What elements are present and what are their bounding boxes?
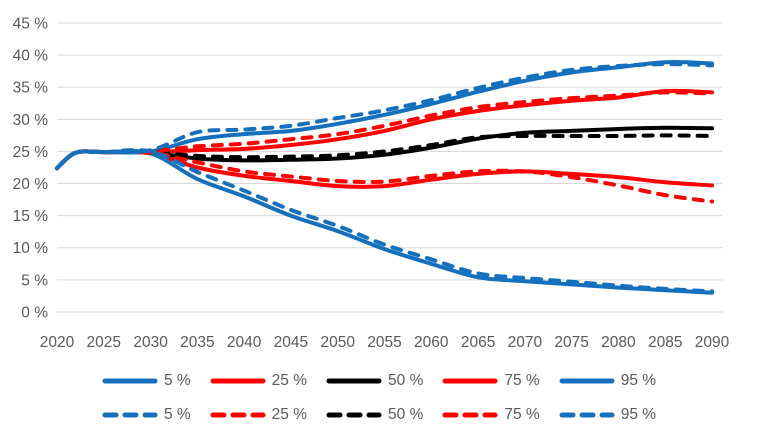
y-axis-label: 25 % — [13, 144, 49, 161]
x-axis-label: 2080 — [601, 334, 636, 351]
legend-label: 5 % — [163, 372, 191, 389]
legend-item-solid-5%: 5 % — [101, 372, 191, 390]
legend-item-dashed-25%: 25 % — [209, 406, 307, 424]
y-axis-label: 10 % — [13, 240, 49, 257]
x-axis-label: 2030 — [133, 334, 168, 351]
y-axis-label: 40 % — [13, 48, 49, 65]
legend-item-dashed-5%: 5 % — [101, 406, 191, 424]
x-axis-label: 2065 — [461, 334, 495, 351]
x-axis-label: 2070 — [508, 334, 543, 351]
y-axis-label: 30 % — [13, 112, 49, 129]
x-axis-label: 2050 — [320, 334, 355, 351]
series-line-solid-50% — [55, 125, 714, 171]
chart-plot-area: 45 % 40 % 35 % 30 % 25 % 20 % 15 % 10 % 5 % 0 % 20… — [13, 15, 730, 351]
legend-label: 50 % — [388, 372, 424, 389]
x-axis-label: 2035 — [180, 334, 214, 351]
legend-label: 95 % — [620, 372, 657, 389]
x-axis-label: 2045 — [274, 334, 308, 351]
dashed-line-marker-icon — [102, 412, 158, 418]
legend-label: 5 % — [163, 406, 191, 423]
x-axis-label: 2075 — [554, 334, 588, 351]
legend-label: 95 % — [620, 406, 657, 423]
y-axis-label: 45 % — [13, 15, 49, 32]
legend-item-solid-25%: 25 % — [209, 372, 307, 390]
y-axis-label: 20 % — [13, 176, 49, 193]
x-axis-label: 2040 — [227, 334, 262, 351]
legend-item-dashed-50%: 50 % — [325, 406, 423, 424]
legend-row-solid: 5 % 25 % 50 % 75 % 95 % — [101, 368, 656, 394]
x-axis-label: 2020 — [40, 334, 75, 351]
solid-line-marker-icon — [102, 378, 158, 384]
legend-item-solid-50%: 50 % — [325, 372, 423, 390]
y-axis-label: 5 % — [21, 272, 48, 289]
legend-label: 75 % — [504, 406, 540, 423]
x-axis-label: 2085 — [648, 334, 682, 351]
dashed-line-marker-icon — [326, 412, 382, 418]
solid-line-marker-icon — [442, 378, 498, 384]
dashed-line-marker-icon — [559, 412, 615, 418]
legend-label: 25 % — [271, 372, 308, 389]
legend-row-dashed: 5 % 25 % 50 % 75 % 95 % — [101, 402, 656, 428]
series-line-solid-5% — [55, 149, 714, 295]
x-axis-label: 2090 — [695, 334, 730, 351]
y-axis-label: 35 % — [13, 80, 49, 97]
solid-line-marker-icon — [210, 378, 266, 384]
legend-item-dashed-95%: 95 % — [558, 406, 656, 424]
series-line-dashed-95% — [55, 62, 714, 171]
legend-label: 75 % — [504, 372, 540, 389]
legend-item-solid-95%: 95 % — [558, 372, 656, 390]
y-axis-label: 0 % — [21, 304, 48, 321]
dashed-line-marker-icon — [210, 412, 266, 418]
y-axis-label: 15 % — [13, 208, 49, 225]
legend-item-dashed-75%: 75 % — [441, 406, 540, 424]
chart-legend: 5 % 25 % 50 % 75 % 95 % 5 % 25 % 50 % 75 % 95 % — [0, 368, 757, 428]
legend-label: 25 % — [271, 406, 308, 423]
legend-item-solid-75%: 75 % — [441, 372, 540, 390]
x-axis-label: 2060 — [414, 334, 449, 351]
legend-label: 50 % — [388, 406, 424, 423]
dashed-line-marker-icon — [442, 412, 498, 418]
series-line-dashed-5% — [55, 148, 714, 294]
x-axis-label: 2055 — [367, 334, 401, 351]
x-axis-label: 2025 — [87, 334, 121, 351]
solid-line-marker-icon — [326, 378, 382, 384]
solid-line-marker-icon — [559, 378, 615, 384]
